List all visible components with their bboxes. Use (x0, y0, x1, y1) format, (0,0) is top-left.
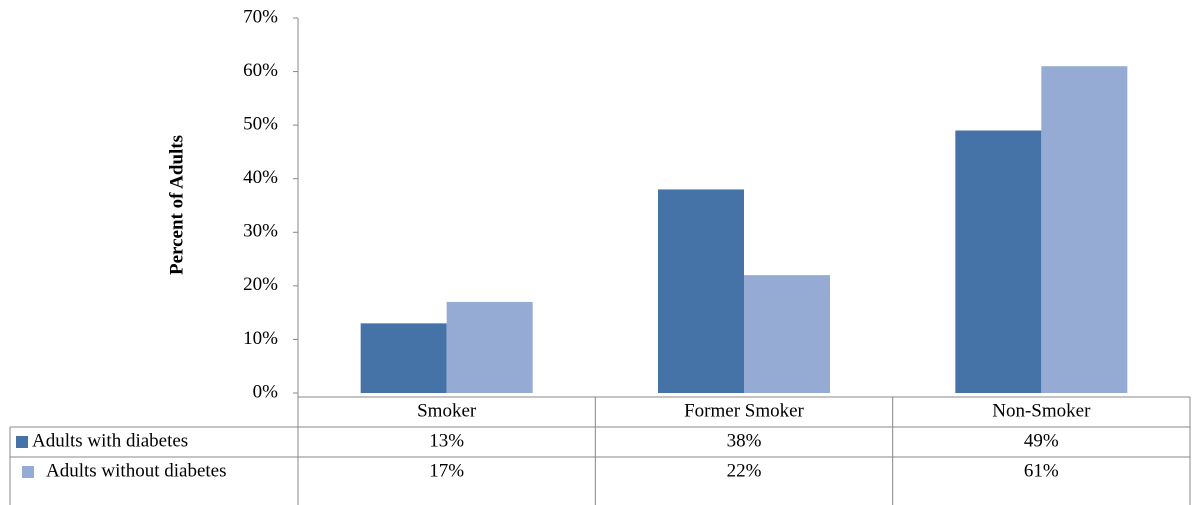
legend-swatch (22, 466, 34, 478)
y-tick-label: 70% (243, 6, 278, 27)
table-value: 61% (1024, 460, 1059, 481)
x-tick-label: Smoker (417, 400, 477, 421)
legend-swatch (16, 436, 28, 448)
bar (360, 323, 447, 393)
x-tick-label: Non-Smoker (992, 400, 1091, 421)
table-value: 17% (429, 460, 464, 481)
table-value: 22% (727, 460, 762, 481)
y-tick-label: 20% (243, 274, 278, 295)
y-tick-label: 40% (243, 167, 278, 188)
table-value: 38% (727, 430, 762, 451)
y-tick-label: 60% (243, 60, 278, 81)
table-value: 49% (1024, 430, 1059, 451)
x-tick-label: Former Smoker (684, 400, 804, 421)
bar (446, 301, 533, 393)
bar (744, 275, 830, 393)
y-tick-label: 30% (243, 221, 278, 242)
y-tick-label: 0% (253, 381, 279, 402)
table-value: 13% (429, 430, 464, 451)
bar (658, 189, 744, 393)
y-tick-label: 50% (243, 114, 278, 135)
legend-label: Adults with diabetes (32, 430, 188, 451)
y-axis-label: Percent of Adults (166, 135, 187, 275)
y-tick-label: 10% (243, 328, 278, 349)
bar (1041, 66, 1128, 393)
legend-label: Adults without diabetes (46, 460, 226, 481)
bar (955, 130, 1042, 393)
